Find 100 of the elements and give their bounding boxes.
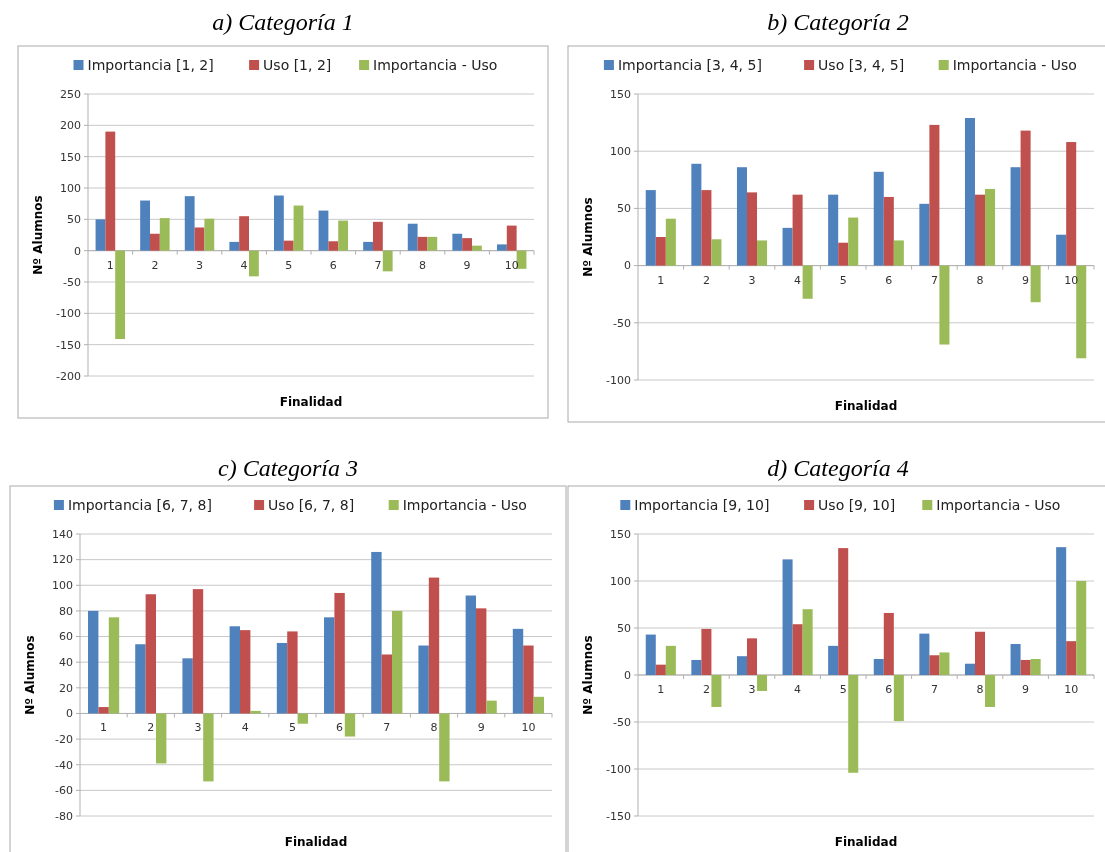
- bar: [691, 659, 702, 675]
- x-tick-label: 1: [657, 683, 665, 696]
- bar: [182, 658, 193, 714]
- bar: [691, 163, 702, 266]
- x-axis-title: Finalidad: [284, 835, 348, 849]
- bar: [746, 638, 758, 675]
- bar: [1030, 265, 1041, 303]
- x-axis-title: Finalidad: [834, 835, 898, 849]
- bar: [283, 240, 294, 251]
- bar: [512, 628, 524, 714]
- bar: [192, 589, 204, 714]
- x-tick-label: 7: [930, 683, 938, 696]
- bar: [486, 700, 497, 714]
- bar: [655, 237, 666, 266]
- bar: [140, 200, 150, 251]
- x-tick-label: 1: [657, 273, 665, 287]
- x-tick-label: 2: [702, 273, 710, 287]
- bar: [802, 609, 813, 675]
- bar: [149, 233, 160, 251]
- bar: [382, 250, 393, 272]
- y-tick-label: 80: [59, 604, 73, 618]
- bar: [873, 171, 884, 266]
- legend-label: Importancia - Uso: [402, 497, 527, 513]
- y-tick-label: 150: [60, 150, 81, 164]
- y-tick-label: -20: [55, 732, 73, 746]
- y-tick-label: 0: [624, 259, 631, 273]
- y-tick-label: 50: [617, 621, 631, 635]
- y-tick-label: 100: [52, 579, 73, 593]
- y-tick-label: -100: [606, 762, 631, 776]
- x-tick-label: 8: [419, 258, 426, 272]
- x-tick-label: 6: [885, 683, 893, 696]
- bar: [1010, 167, 1021, 266]
- y-tick-label: -50: [613, 715, 631, 729]
- y-tick-label: -150: [56, 338, 81, 352]
- bar: [249, 250, 259, 277]
- x-tick-label: 10: [521, 721, 536, 735]
- bar: [711, 239, 722, 266]
- bar: [985, 675, 996, 707]
- x-tick-label: 9: [477, 721, 485, 735]
- bar: [194, 227, 205, 251]
- x-tick-label: 6: [329, 258, 337, 272]
- bar: [452, 233, 463, 251]
- y-tick-label: -200: [56, 369, 81, 383]
- bar: [964, 663, 975, 675]
- chart-title: a) Categoría 1: [212, 9, 354, 35]
- x-tick-label: 8: [976, 273, 984, 287]
- bar: [427, 236, 438, 251]
- bar: [135, 644, 146, 714]
- y-tick-label: -50: [613, 316, 631, 330]
- bar: [919, 633, 930, 675]
- bar: [736, 656, 747, 675]
- bar: [985, 188, 996, 266]
- legend-label: Uso [3, 4, 5]: [818, 57, 905, 73]
- bar: [736, 167, 747, 266]
- bar: [929, 655, 940, 675]
- y-axis-title: Nº Alumnos: [23, 635, 37, 715]
- y-tick-label: -50: [63, 275, 81, 289]
- bar: [533, 696, 544, 714]
- bar: [1066, 142, 1077, 266]
- y-tick-label: 150: [610, 527, 631, 541]
- chart-title: b) Categoría 2: [767, 9, 909, 35]
- x-tick-label: 4: [241, 721, 249, 735]
- y-tick-label: 20: [59, 681, 73, 695]
- bar: [88, 610, 99, 714]
- y-tick-label: -40: [55, 758, 73, 772]
- bar: [240, 630, 251, 714]
- bar: [665, 645, 676, 675]
- y-tick-label: -100: [606, 373, 631, 387]
- bar: [506, 225, 517, 251]
- x-tick-label: 4: [240, 258, 248, 272]
- legend-label: Uso [9, 10]: [818, 497, 896, 513]
- bar: [159, 218, 170, 251]
- x-tick-label: 1: [100, 721, 108, 735]
- y-tick-label: 100: [60, 181, 81, 195]
- y-axis-title: Nº Alumnos: [31, 195, 45, 275]
- bar: [334, 592, 345, 714]
- bar: [98, 707, 109, 714]
- bar: [893, 675, 904, 722]
- chart-title: d) Categoría 4: [767, 455, 909, 481]
- bar: [746, 192, 758, 266]
- legend-label: Importancia - Uso: [373, 57, 498, 73]
- legend-label: Importancia [6, 7, 8]: [67, 497, 212, 513]
- bar: [391, 610, 403, 714]
- bar: [428, 577, 440, 714]
- bar: [184, 196, 195, 251]
- bar: [792, 194, 803, 266]
- bar: [645, 634, 656, 675]
- bar: [1056, 234, 1067, 266]
- y-tick-label: -60: [55, 784, 73, 798]
- bar: [229, 241, 240, 251]
- y-tick-label: 0: [66, 707, 73, 721]
- bar: [523, 645, 534, 714]
- bar: [1066, 641, 1077, 675]
- bar: [108, 617, 120, 714]
- x-tick-label: 5: [839, 273, 847, 287]
- y-tick-label: 100: [610, 574, 631, 588]
- y-tick-label: 50: [67, 213, 81, 227]
- x-tick-label: 1: [106, 258, 114, 272]
- bar: [802, 265, 813, 299]
- x-tick-label: 7: [383, 721, 391, 735]
